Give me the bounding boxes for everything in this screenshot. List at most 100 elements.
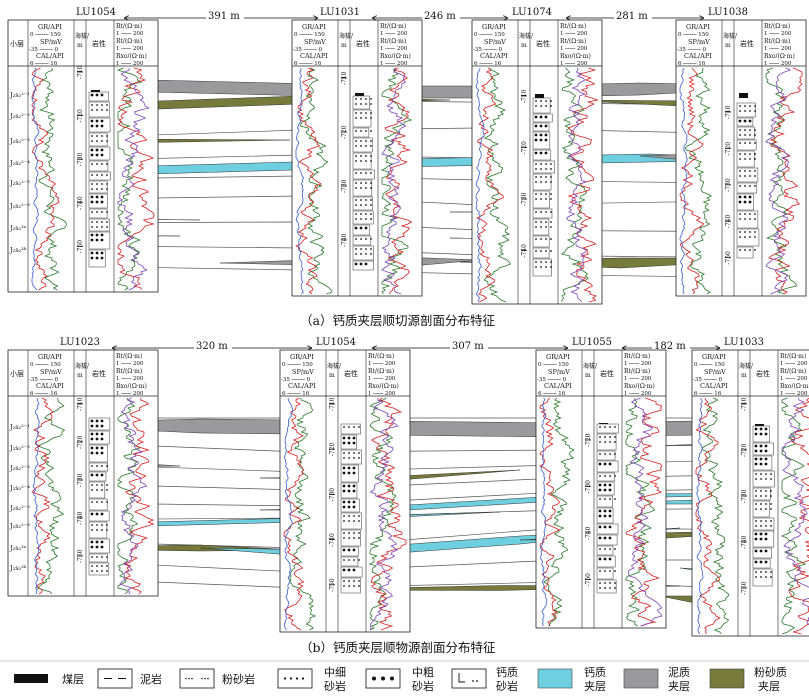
litho-bed [752, 470, 775, 488]
header-cal: CAL/API [684, 52, 712, 60]
layer-label-b3: J₂s₂²⁻³ [9, 464, 30, 472]
header-rt2: Rt/(Ω·m) [560, 38, 586, 45]
sp-curve [476, 67, 504, 303]
legend-item-siltstone: 粉砂岩 [179, 668, 255, 689]
legend-item-coal: 煤层 [14, 673, 84, 686]
litho-bed [596, 472, 615, 482]
header-rt2-scale: 1 ─── 200 [368, 376, 396, 382]
header-layer: 小层 [10, 39, 24, 48]
spacing-a2: 246 m [424, 11, 456, 22]
well-name-b4: LU1033 [724, 337, 764, 348]
layer-label-b7: J₂s₂³ᵃ [9, 544, 27, 552]
header-sp-scale: -35 ──── 0 [293, 47, 323, 53]
header-rt2-scale: 1 ─── 200 [560, 46, 588, 52]
legend-item-medium-coarse-sandstone: 中粗 砂岩 [365, 666, 434, 693]
header-rxo-scale: 1 ─── 200 [116, 391, 144, 397]
litho-bed [532, 149, 552, 161]
litho-bed [736, 228, 760, 247]
header-sp-scale: -35 ──── 0 [281, 377, 311, 383]
rt2-curve [384, 67, 413, 295]
rt2-curve [124, 397, 155, 595]
cal-curve [32, 397, 41, 594]
depth-label: -720 [77, 435, 84, 449]
legend-item-fine-medium-sandstone: 中细 砂岩 [277, 666, 346, 693]
litho-bed [752, 568, 773, 587]
header-cal: CAL/API [544, 382, 572, 390]
depth-label: -730 [585, 480, 592, 494]
litho-bed [352, 137, 373, 153]
header-gr: GR/API [482, 23, 506, 31]
header-gr: GR/API [702, 353, 726, 361]
header-sp: SP/mV [40, 368, 62, 376]
litho-bed [340, 423, 361, 435]
gr-curve [483, 67, 512, 303]
silty-interlayer-swatch [709, 668, 745, 689]
gr-curve [36, 397, 66, 595]
litho-bed [736, 210, 759, 229]
header-rt2-scale: 1 ─── 200 [624, 376, 652, 382]
cal-curve [295, 67, 305, 295]
header-rt: Rt/(Ω·m) [560, 23, 586, 30]
siltstone-swatch [179, 668, 215, 689]
rxo-curve [765, 67, 792, 295]
gr-curve [288, 397, 317, 631]
layer-label-b8: J₂s₂³ᵇ [9, 564, 27, 572]
sp-curve [31, 397, 54, 595]
litho-bed [340, 577, 361, 594]
depth-label: -730 [329, 488, 336, 502]
rt2-curve [625, 397, 663, 627]
svg-text:中细: 中细 [324, 666, 346, 679]
litho-bed [736, 246, 754, 259]
spacing-b3: 182 m [654, 341, 686, 352]
header-rt: Rt/(Ω·m) [116, 353, 142, 360]
rxo-curve [627, 397, 663, 627]
litho-bed [736, 102, 756, 118]
header-rxo: Rxo/(Ω·m) [116, 53, 147, 60]
rxo-curve [566, 67, 588, 303]
header-litho: 岩性 [600, 369, 614, 378]
header-rt-scale: 1 ─── 200 [368, 361, 396, 367]
svg-text:钙质: 钙质 [496, 665, 518, 679]
svg-text:中粗: 中粗 [412, 666, 434, 679]
svg-text:砂岩: 砂岩 [324, 679, 346, 693]
header-rt: Rt/(Ω·m) [380, 23, 406, 30]
rt2-curve [567, 67, 599, 303]
header-cal-scale: 6 ──── 16 [30, 391, 58, 397]
litho-bed [596, 545, 614, 556]
header-rt: Rt/(Ω·m) [780, 353, 806, 360]
header-gr: GR/API [38, 23, 62, 31]
header-rt: Rt/(Ω·m) [624, 353, 650, 360]
rt-curve [625, 397, 656, 627]
header-cal: CAL/API [36, 52, 64, 60]
depth-label: -750 [329, 578, 336, 592]
litho-bed [596, 534, 618, 546]
header-sp: SP/mV [704, 368, 726, 376]
sp-curve [31, 67, 60, 291]
litho-bed [340, 566, 363, 578]
coal-bed [535, 94, 544, 99]
litho-bed [532, 235, 550, 248]
depth-label: -720 [725, 142, 732, 156]
depth-label: -740 [77, 511, 84, 525]
legend-item-mudstone: 泥岩 [97, 668, 162, 689]
header-sp: SP/mV [40, 38, 62, 46]
depth-label: -740 [329, 533, 336, 547]
header-depth-unit: m [77, 372, 83, 379]
header-cal: CAL/API [288, 382, 316, 390]
rt2-curve [117, 67, 155, 290]
litho-bed [596, 495, 613, 508]
fine-medium-sandstone-swatch [277, 668, 313, 689]
header-gr: GR/API [302, 23, 326, 31]
header-cal-scale: 6 ──── 16 [538, 391, 566, 397]
litho-bed [596, 523, 619, 535]
depth-label: -720 [341, 125, 348, 139]
header-gr-scale: 0 ──── 150 [294, 32, 325, 38]
well-name-a2: LU1031 [320, 7, 360, 18]
layer-label-a1: J₂s₂²⁻¹ [9, 91, 30, 99]
depth-label: -730 [77, 153, 84, 167]
header-sp: SP/mV [548, 368, 570, 376]
header-rt2-scale: 1 ─── 200 [780, 376, 808, 382]
